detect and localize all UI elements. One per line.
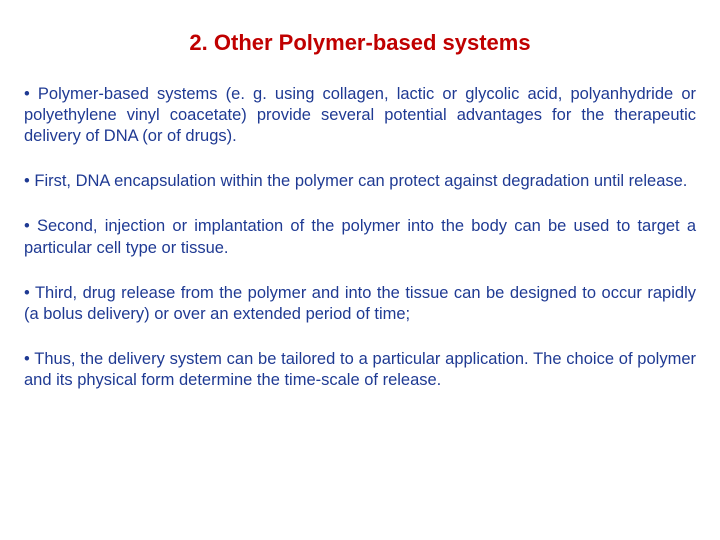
bullet-paragraph: • Thus, the delivery system can be tailo… [24, 349, 696, 391]
bullet-paragraph: • Third, drug release from the polymer a… [24, 283, 696, 325]
bullet-paragraph: • Polymer-based systems (e. g. using col… [24, 84, 696, 147]
slide: 2. Other Polymer-based systems • Polymer… [0, 0, 720, 540]
bullet-paragraph: • First, DNA encapsulation within the po… [24, 171, 696, 192]
slide-title: 2. Other Polymer-based systems [24, 30, 696, 56]
bullet-paragraph: • Second, injection or implantation of t… [24, 216, 696, 258]
